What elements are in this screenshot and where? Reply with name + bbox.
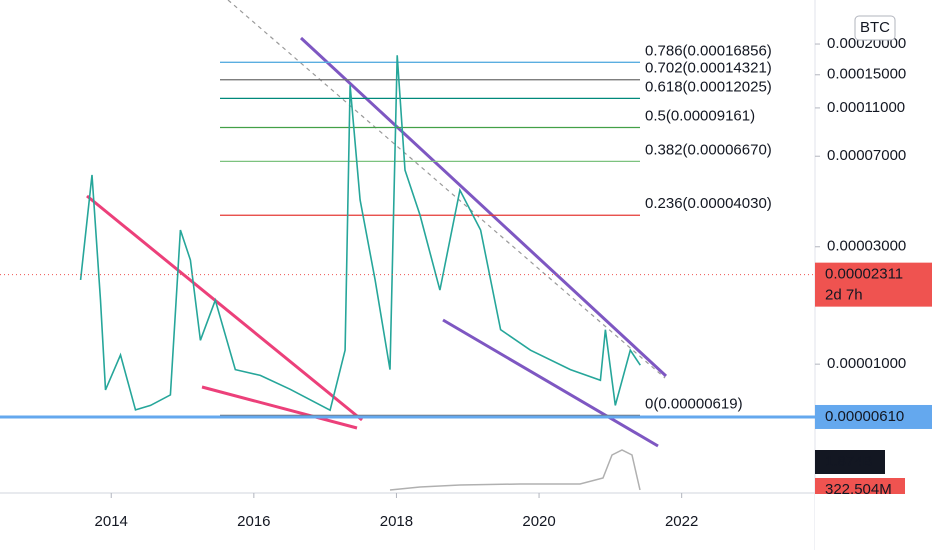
last-price-label: 0.00002311 [825,266,903,283]
purple-trendline [442,318,659,448]
x-tick-label: 2020 [522,513,555,530]
price-line [79,55,641,412]
fib-label: 0.382(0.00006670) [645,141,772,158]
fib-label: 0(0.00000619) [645,395,743,412]
y-tick-label: 0.00003000 [827,238,906,255]
volume-box [815,450,885,474]
x-tick-label: 2022 [665,513,698,530]
footer-mask [815,494,932,550]
volume-label: 1.874B [825,453,873,470]
purple-trendline [299,36,668,378]
y-tick-label: 0.00011000 [827,99,905,116]
drawings [0,0,816,550]
pink-trendline [86,194,363,422]
dashed-trendline [227,0,666,379]
x-tick-label: 2018 [380,513,413,530]
fib-label: 0.236(0.00004030) [645,195,772,212]
level-price-label: 0.00000610 [825,408,904,425]
level-price-box [815,404,932,429]
symbol-label: BTC [860,19,890,36]
y-tick-label: 0.00007000 [827,147,906,164]
x-tick-label: 2014 [95,513,128,530]
fib-label: 0.786(0.00016856) [645,42,772,59]
y-tick-label: 0.00015000 [827,66,906,83]
volume-line [389,449,641,491]
x-tick-label: 2016 [237,513,270,530]
y-tick-label: 0.00001000 [827,355,906,372]
countdown-label: 2d 7h [825,287,863,304]
symbol-badge [854,15,896,41]
fib-label: 0.702(0.00014321) [645,60,772,77]
volume-label: 322.504M [825,481,892,498]
last-price-box [815,262,932,307]
fib-label: 0.5(0.00009161) [645,107,755,124]
pink-trendline [201,385,358,430]
fib-label: 0.618(0.00012025) [645,78,772,95]
